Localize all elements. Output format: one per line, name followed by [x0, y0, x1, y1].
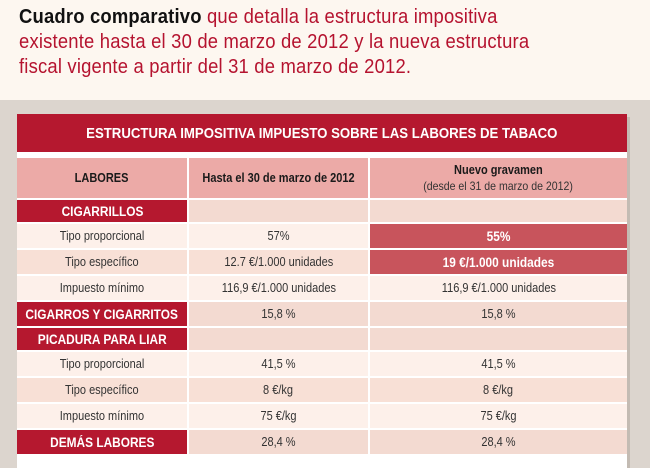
cell-old: 12.7 €/1.000 unidades — [189, 250, 368, 274]
intro-text: que detalla la estructura impositiva exi… — [19, 5, 530, 78]
header-nuevo: Nuevo gravamen (desde el 31 de marzo de … — [370, 158, 627, 198]
table-row: Impuesto mínimo 116,9 €/1.000 unidades 1… — [17, 276, 627, 300]
table-row: Tipo específico 12.7 €/1.000 unidades 19… — [17, 250, 627, 274]
cell-old: 15,8 % — [189, 302, 368, 326]
cell-old — [189, 200, 368, 222]
category-demas-labores: DEMÁS LABORES — [17, 430, 187, 454]
row-label: Tipo específico — [17, 250, 187, 274]
cell-new — [370, 328, 627, 350]
intro-paragraph: Cuadro comparativo que detalla la estruc… — [19, 4, 577, 79]
category-cigarrillos: CIGARRILLOS — [17, 200, 187, 222]
table-row: CIGARRILLOS — [17, 200, 627, 222]
table-row: Tipo específico 8 €/kg 8 €/kg — [17, 378, 627, 402]
table-panel: ESTRUCTURA IMPOSITIVA IMPUESTO SOBRE LAS… — [0, 100, 650, 468]
cell-new: 41,5 % — [370, 352, 627, 376]
table-row: Tipo proporcional 41,5 % 41,5 % — [17, 352, 627, 376]
cell-new: 15,8 % — [370, 302, 627, 326]
table-row: Tipo proporcional 57% 55% — [17, 224, 627, 248]
cell-old: 8 €/kg — [189, 378, 368, 402]
cell-old: 75 €/kg — [189, 404, 368, 428]
row-label: Impuesto mínimo — [17, 276, 187, 300]
header-hasta: Hasta el 30 de marzo de 2012 — [189, 158, 368, 198]
category-picadura: PICADURA PARA LIAR — [17, 328, 187, 350]
cell-old — [189, 328, 368, 350]
cell-old: 41,5 % — [189, 352, 368, 376]
category-cigarros: CIGARROS Y CIGARRITOS — [17, 302, 187, 326]
row-label: Tipo proporcional — [17, 224, 187, 248]
intro-lead: Cuadro comparativo — [19, 5, 202, 28]
row-label: Impuesto mínimo — [17, 404, 187, 428]
cell-old: 116,9 €/1.000 unidades — [189, 276, 368, 300]
cell-new: 116,9 €/1.000 unidades — [370, 276, 627, 300]
cell-new-highlight: 55% — [370, 224, 627, 248]
cell-old: 57% — [189, 224, 368, 248]
cell-new: 28,4 % — [370, 430, 627, 454]
table-row: Impuesto mínimo 75 €/kg 75 €/kg — [17, 404, 627, 428]
cell-new-highlight: 19 €/1.000 unidades — [370, 250, 627, 274]
header-labores: LABORES — [17, 158, 187, 198]
cell-new: 8 €/kg — [370, 378, 627, 402]
table-row: PICADURA PARA LIAR — [17, 328, 627, 350]
table-row: CIGARROS Y CIGARRITOS 15,8 % 15,8 % — [17, 302, 627, 326]
cell-new — [370, 200, 627, 222]
table-title: ESTRUCTURA IMPOSITIVA IMPUESTO SOBRE LAS… — [17, 114, 627, 156]
header-nuevo-sub: (desde el 31 de marzo de 2012) — [423, 179, 574, 193]
tax-structure-table: ESTRUCTURA IMPOSITIVA IMPUESTO SOBRE LAS… — [17, 114, 627, 468]
table-header-row: LABORES Hasta el 30 de marzo de 2012 Nue… — [17, 158, 627, 198]
table-row: DEMÁS LABORES 28,4 % 28,4 % — [17, 430, 627, 454]
row-label: Tipo específico — [17, 378, 187, 402]
cell-old: 28,4 % — [189, 430, 368, 454]
row-label: Tipo proporcional — [17, 352, 187, 376]
cell-new: 75 €/kg — [370, 404, 627, 428]
